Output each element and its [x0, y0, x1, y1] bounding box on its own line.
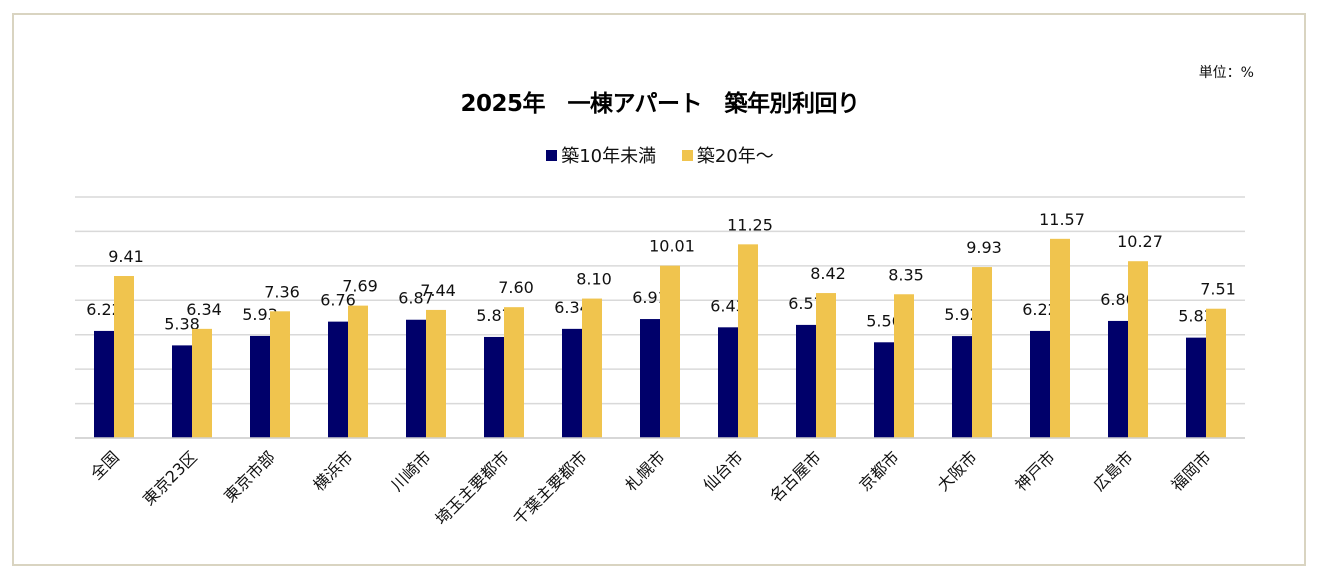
- category-label: 全国: [87, 447, 123, 483]
- bar-series-2: [348, 305, 368, 438]
- data-label: 5.38: [164, 314, 200, 333]
- category-label: 東京23区: [139, 447, 201, 509]
- data-label: 6.80: [1100, 290, 1136, 309]
- category-label: 埼玉主要都市: [432, 447, 513, 528]
- data-label: 6.43: [710, 296, 746, 315]
- data-label: 5.93: [242, 305, 278, 324]
- chart-frame: [12, 13, 1306, 566]
- data-label: 7.44: [420, 281, 456, 300]
- bar-series-1: [406, 319, 426, 438]
- bar-series-1: [1108, 320, 1128, 438]
- bar-series-1: [1030, 330, 1050, 438]
- legend-item-series-2: 築20年～: [681, 142, 774, 168]
- data-label: 6.22: [1022, 300, 1058, 319]
- bar-series-2: [1206, 308, 1226, 438]
- bar-series-2: [816, 293, 836, 438]
- data-label: 9.41: [108, 247, 144, 266]
- category-label: 名古屋市: [766, 447, 825, 506]
- bar-series-2: [192, 328, 212, 438]
- category-label: 仙台市: [699, 447, 746, 494]
- legend-swatch-series-2: [681, 149, 693, 161]
- chart-title: 2025年 一棟アパート 築年別利回り: [460, 91, 860, 117]
- legend-label-series-2: 築20年～: [696, 146, 774, 167]
- bar-series-2: [1050, 238, 1070, 438]
- bar-series-1: [952, 336, 972, 438]
- bar-series-2: [1128, 261, 1148, 438]
- data-label: 7.60: [498, 278, 534, 297]
- data-label: 6.76: [320, 291, 356, 310]
- bar-series-1: [1186, 337, 1206, 438]
- data-label: 6.91: [632, 288, 668, 307]
- category-label: 広島市: [1089, 447, 1136, 494]
- bar-series-2: [582, 298, 602, 438]
- bar-series-1: [328, 321, 348, 438]
- data-label: 6.87: [398, 289, 434, 308]
- data-label: 6.34: [186, 300, 222, 319]
- data-label: 7.36: [264, 282, 300, 301]
- bar-series-1: [172, 345, 192, 438]
- bar-series-1: [874, 342, 894, 438]
- data-label: 5.56: [866, 311, 902, 330]
- bar-series-1: [94, 330, 114, 438]
- category-label: 川崎市: [387, 447, 434, 494]
- data-label: 11.57: [1039, 210, 1085, 229]
- data-label: 10.01: [649, 237, 695, 256]
- legend-label-series-1: 築10年未満: [561, 146, 657, 167]
- data-label: 6.57: [788, 294, 824, 313]
- data-label: 7.69: [342, 277, 378, 296]
- bar-series-2: [114, 276, 134, 438]
- data-label: 6.34: [554, 298, 590, 317]
- bar-series-1: [562, 328, 582, 438]
- category-label: 東京市部: [220, 447, 279, 506]
- data-label: 9.93: [966, 238, 1002, 257]
- data-label: 10.27: [1117, 232, 1163, 251]
- category-label: 京都市: [855, 447, 902, 494]
- data-label: 6.22: [86, 300, 122, 319]
- data-label: 5.83: [1178, 307, 1214, 326]
- legend-item-series-1: 築10年未満: [546, 142, 656, 168]
- data-label: 8.10: [576, 270, 612, 289]
- category-label: 神戸市: [1011, 447, 1058, 494]
- legend: 築10年未満 築20年～: [0, 142, 1320, 168]
- category-label: 札幌市: [621, 447, 668, 494]
- bar-series-1: [250, 335, 270, 438]
- bar-series-2: [972, 267, 992, 438]
- category-label: 大阪市: [933, 447, 980, 494]
- data-label: 8.42: [810, 264, 846, 283]
- legend-swatch-series-1: [546, 149, 558, 161]
- data-label: 11.25: [727, 215, 773, 234]
- category-label: 横浜市: [309, 447, 356, 494]
- bar-series-2: [660, 265, 680, 438]
- data-label: 8.35: [888, 265, 924, 284]
- bar-series-2: [504, 307, 524, 438]
- category-label: 千葉主要都市: [510, 447, 591, 528]
- bar-series-2: [894, 294, 914, 438]
- data-label: 5.92: [944, 305, 980, 324]
- category-label: 福岡市: [1167, 447, 1214, 494]
- data-label: 7.51: [1200, 280, 1236, 299]
- unit-label: 単位：%: [1198, 65, 1254, 81]
- bar-series-1: [718, 327, 738, 438]
- bar-series-2: [270, 311, 290, 438]
- bar-series-1: [640, 319, 660, 438]
- bar-series-2: [426, 309, 446, 438]
- data-label: 5.87: [476, 306, 512, 325]
- bar-series-1: [484, 336, 504, 438]
- bar-series-1: [796, 324, 816, 438]
- bar-series-2: [738, 244, 758, 438]
